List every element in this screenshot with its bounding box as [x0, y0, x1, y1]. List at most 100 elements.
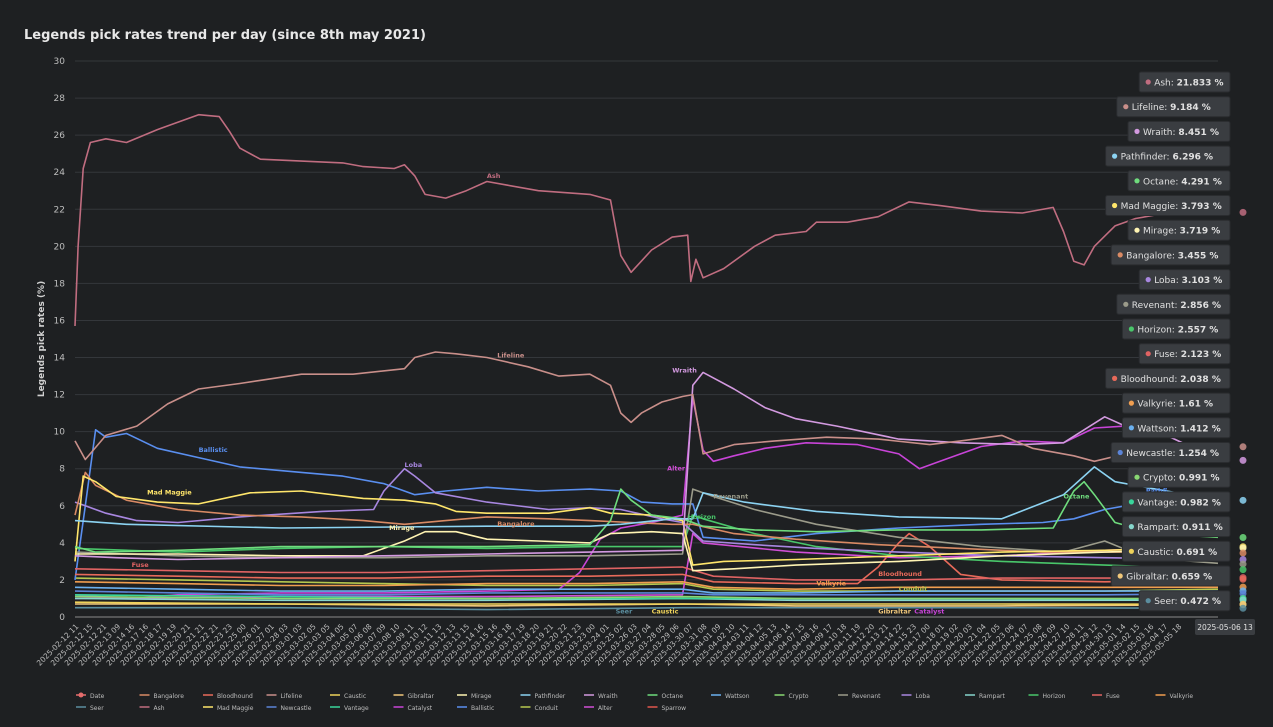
legend-label: Fuse [1106, 693, 1120, 700]
series-end-marker [1239, 208, 1247, 216]
y-tick-label: 28 [54, 94, 66, 104]
legend-label: Caustic [344, 693, 366, 700]
legend-item[interactable]: Crypto [774, 693, 809, 700]
series-annotation: Ash [487, 172, 501, 180]
series-end-marker [1239, 456, 1247, 464]
tooltip-bloodhound: Bloodhound: 2.038 % [1105, 367, 1231, 389]
y-tick-label: 6 [59, 502, 65, 512]
legend-item[interactable]: Vantage [330, 705, 369, 712]
tooltip-text: Valkyrie: 1.61 % [1137, 400, 1213, 410]
legend-item[interactable]: Conduit [520, 705, 559, 712]
legend-item[interactable]: Valkyrie [1155, 693, 1194, 700]
y-tick-label: 0 [59, 613, 65, 623]
tooltip-dot [1117, 449, 1123, 456]
y-axis-label: Legends pick rates (%) [37, 281, 47, 397]
series-annotation: Revenant [713, 492, 748, 500]
tooltip-dot [1134, 178, 1140, 184]
legend-label: Date [90, 693, 105, 700]
legend-label: Ballistic [471, 705, 494, 712]
tooltip-mad-maggie: Mad Maggie: 3.793 % [1105, 195, 1231, 216]
tooltip-dot [1145, 351, 1151, 357]
legend-label: Rampart [979, 693, 1006, 700]
series-annotation: Lifeline [497, 352, 525, 360]
tooltip-dot [1145, 598, 1151, 604]
legend-item[interactable]: Alter [584, 705, 613, 712]
series-annotation: Loba [405, 461, 423, 469]
legend-item[interactable]: Sparrow [647, 705, 687, 712]
legend-item[interactable]: Mad Maggie [203, 705, 254, 712]
series-line-mirage [75, 530, 1219, 572]
series-line-revenant [74, 488, 1219, 565]
legend-item[interactable]: Revenant [838, 693, 881, 700]
tooltip-text: Octane: 4.291 % [1143, 177, 1222, 187]
legend-item[interactable]: Wattson [711, 693, 750, 700]
tooltip-dot [1134, 128, 1140, 134]
legend-item[interactable]: Ash [139, 705, 165, 712]
legend-item[interactable]: Seer [76, 705, 104, 712]
legend-item[interactable]: Fuse [1092, 693, 1120, 700]
y-tick-label: 4 [59, 539, 65, 549]
tooltip-box [1127, 170, 1231, 192]
legend-label: Horizon [1043, 693, 1066, 700]
legend-item[interactable]: Newcastle [266, 705, 312, 712]
legend-item[interactable]: Lifeline [266, 693, 303, 700]
legend-label: Sparrow [662, 705, 687, 712]
legend-item[interactable]: Ballistic [457, 705, 494, 712]
tooltip-dot [1134, 474, 1140, 480]
tooltip-loba: Loba: 3.103 % [1138, 269, 1231, 291]
tooltip-text: Pathfinder: 6.296 % [1121, 153, 1213, 163]
legend-item[interactable]: Rampart [965, 693, 1006, 700]
legend-item[interactable]: Octane [647, 693, 684, 700]
legend-item[interactable]: Catalyst [393, 705, 433, 712]
legend-item[interactable]: Mirage [457, 693, 492, 700]
series-end-marker [1239, 604, 1247, 612]
legend-item[interactable]: Caustic [330, 693, 366, 700]
legend-item[interactable]: Bloodhound [203, 693, 253, 700]
tooltip-text: Wattson: 1.412 % [1137, 424, 1220, 434]
legend-label: Catalyst [408, 705, 433, 712]
series-line-seer [75, 606, 1219, 611]
tooltip-text: Horizon: 2.557 % [1137, 326, 1218, 336]
y-tick-label: 8 [59, 465, 65, 475]
tooltip-dot [1128, 524, 1134, 530]
tooltip-box [1121, 540, 1231, 562]
y-tick-label: 26 [54, 131, 66, 141]
tooltip-ash: Ash: 21.833 % [1138, 71, 1231, 93]
legend-label: Ash [154, 705, 165, 712]
legend-item[interactable]: Gibraltar [393, 693, 435, 700]
legend-item[interactable]: Date [76, 692, 105, 701]
tooltip-text: Gibraltar: 0.659 % [1126, 573, 1212, 583]
date-badge-box [1195, 619, 1255, 635]
tooltip-vantage: Vantage: 0.982 % [1121, 491, 1231, 513]
legend-label: Alter [598, 705, 613, 712]
tooltip-dot [1145, 277, 1151, 283]
tooltip-text: Wraith: 8.451 % [1143, 128, 1219, 138]
tooltip-dot [1128, 548, 1134, 554]
legend-item[interactable]: Bangalore [139, 693, 185, 700]
legend-item[interactable]: Loba [901, 693, 931, 700]
y-tick-label: 24 [54, 168, 66, 178]
tooltip-dot [1145, 79, 1151, 85]
tooltip-text: Crypto: 0.991 % [1143, 474, 1220, 484]
legend-item[interactable]: Horizon [1028, 693, 1066, 700]
series-annotation: Alter [667, 465, 686, 473]
series-line-loba [74, 467, 1219, 561]
legend-label: Conduit [535, 705, 559, 712]
tooltip-lifeline: Lifeline: 9.184 % [1116, 96, 1231, 118]
series-line-wattson [74, 586, 1218, 594]
legend-label: Seer [90, 705, 104, 712]
tooltip-dot [1117, 573, 1123, 579]
series-line-wraith [74, 371, 1219, 561]
legend-item[interactable]: Pathfinder [520, 693, 566, 700]
tooltip-box [1105, 367, 1231, 389]
series-line-mad-maggie [74, 475, 1219, 566]
tooltip-mirage: Mirage: 3.719 % [1127, 219, 1231, 241]
series-line-catalyst [74, 397, 1219, 600]
tooltip-box [1127, 466, 1231, 488]
tooltip-dot [1134, 227, 1140, 233]
tooltip-text: Mirage: 3.719 % [1143, 227, 1220, 237]
tooltip-rampart: Rampart: 0.911 % [1121, 516, 1231, 538]
tooltip-text: Loba: 3.103 % [1154, 276, 1222, 286]
legend-item[interactable]: Wraith [584, 693, 618, 700]
